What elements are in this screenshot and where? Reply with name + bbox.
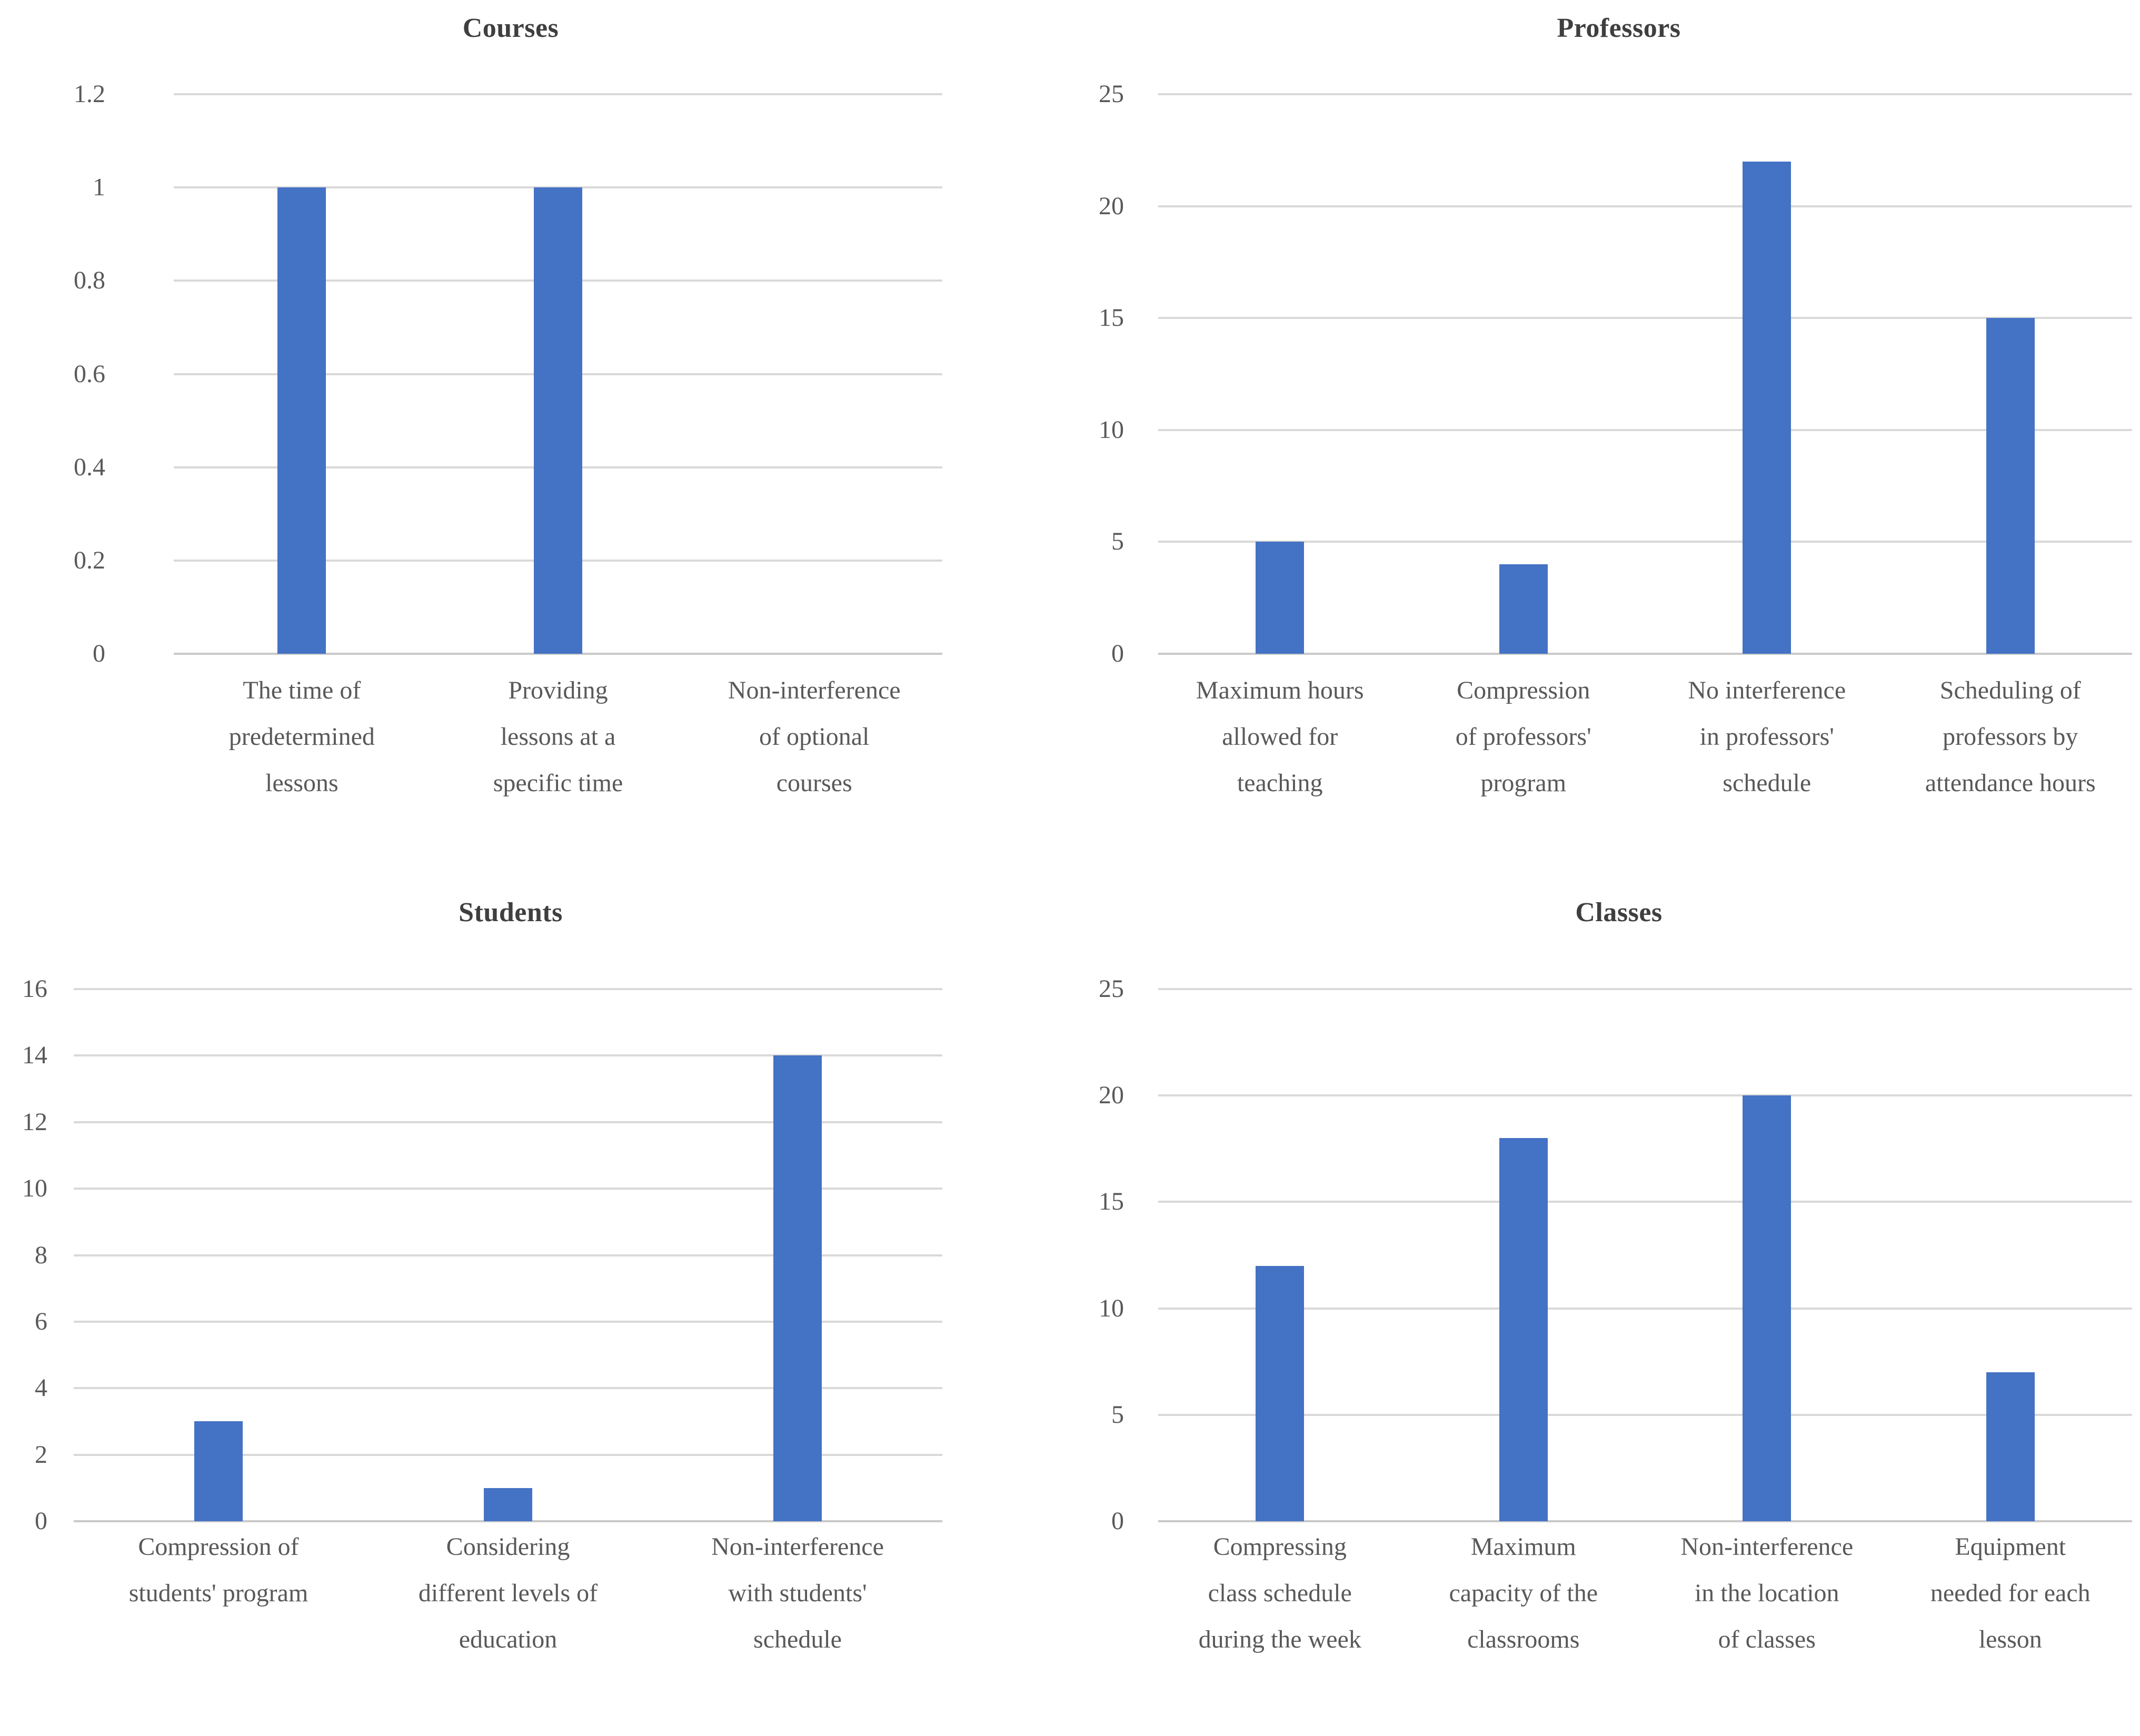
chart-classes: Classes 0 5 10 15 20 25 Compressing class sche…	[1098, 890, 2140, 1736]
y-axis-tick-label: 2	[35, 1441, 47, 1469]
y-axis-tick-label: 0	[1111, 1507, 1124, 1535]
gridline	[1158, 1414, 2132, 1416]
category-label: Non-interference of optional courses	[728, 676, 901, 797]
bar	[1743, 1095, 1791, 1521]
chart-students: Students 0 2 4 6 8 10 12 14 16 Compression of stu…	[16, 890, 1006, 1736]
gridline	[1158, 317, 2132, 319]
y-axis-tick-label: 4	[35, 1374, 47, 1402]
gridline	[1158, 541, 2132, 543]
y-axis-tick-label: 0.2	[74, 546, 105, 574]
chart-professors: Professors 0 5 10 15 20 25 Maximum hours allow…	[1098, 5, 2140, 837]
bar	[194, 1421, 243, 1521]
y-axis-tick-label: 25	[1099, 80, 1124, 108]
bar	[1499, 564, 1548, 654]
gridline	[1158, 1308, 2132, 1310]
gridline	[74, 1321, 942, 1323]
gridline	[74, 988, 942, 990]
plot-area	[1158, 988, 2132, 1522]
category-label: Non-interference with students' schedule	[711, 1533, 884, 1653]
y-axis-tick-label: 10	[1099, 1294, 1124, 1322]
y-axis-tick-label: 15	[1099, 1188, 1124, 1215]
category-label: Equipment needed for each lesson	[1930, 1533, 2091, 1653]
y-axis-tick-label: 0.4	[74, 453, 105, 481]
category-label: Considering different levels of educatio…	[418, 1533, 598, 1653]
x-axis-labels: Compressing class schedule during the we…	[1158, 1524, 2132, 1663]
chart-title: Classes	[1575, 897, 1663, 927]
gridline	[74, 1054, 942, 1056]
y-axis-tick-label: 20	[1099, 192, 1124, 220]
y-axis-tick-label: 12	[22, 1108, 47, 1136]
y-axis-tick-label: 0	[35, 1507, 47, 1535]
y-axis-tick-label: 6	[35, 1308, 47, 1335]
axis-baseline	[1158, 653, 2132, 655]
category-label: Providing lessons at a specific time	[493, 676, 623, 797]
axis-baseline	[74, 1520, 942, 1522]
gridline	[1158, 205, 2132, 207]
x-axis-labels: The time of predetermined lessons Providi…	[174, 667, 942, 806]
category-label: Maximum capacity of the classrooms	[1449, 1533, 1598, 1653]
y-axis-tick-label: 0	[1111, 640, 1124, 667]
y-axis-tick-label: 5	[1111, 1401, 1124, 1429]
category-label: Compressing class schedule during the we…	[1198, 1533, 1361, 1653]
gridline	[1158, 429, 2132, 431]
chart-title: Students	[459, 897, 563, 927]
bar	[1499, 1138, 1548, 1521]
gridline	[174, 93, 942, 95]
plot-area	[74, 988, 942, 1522]
bar	[534, 187, 582, 654]
chart-title: Courses	[462, 13, 559, 43]
gridline	[1158, 93, 2132, 95]
category-label: The time of predetermined lessons	[228, 676, 375, 797]
plot-area	[174, 93, 942, 655]
y-axis-tick-label: 15	[1099, 304, 1124, 332]
y-axis-tick-label: 5	[1111, 527, 1124, 555]
y-axis-tick-label: 8	[35, 1241, 47, 1269]
y-axis-tick-label: 0	[93, 640, 105, 667]
axis-baseline	[174, 653, 942, 655]
bar	[1256, 1266, 1304, 1521]
bar	[773, 1055, 822, 1521]
y-axis-tick-label: 14	[22, 1041, 47, 1069]
bar	[1256, 542, 1304, 654]
y-axis-tick-label: 1.2	[74, 80, 105, 108]
chart-courses: Courses 0 0.2 0.4 0.6 0.8 1 1.2 The time of pre…	[16, 5, 1006, 837]
category-label: Maximum hours allowed for teaching	[1196, 676, 1364, 797]
gridline	[1158, 988, 2132, 990]
chart-title: Professors	[1557, 13, 1681, 43]
y-axis-tick-label: 20	[1099, 1081, 1124, 1109]
gridline	[74, 1387, 942, 1389]
category-label: Scheduling of professors by attendance h…	[1925, 676, 2096, 797]
gridline	[74, 1188, 942, 1190]
bar	[1986, 1372, 2035, 1521]
gridline	[1158, 1094, 2132, 1096]
category-label: Compression of professors' program	[1455, 676, 1591, 797]
gridline	[1158, 1201, 2132, 1203]
x-axis-labels: Maximum hours allowed for teaching Compre…	[1158, 667, 2132, 806]
gridline	[74, 1254, 942, 1256]
category-label: Non-interference in the location of clas…	[1680, 1533, 1854, 1653]
y-axis-tick-label: 0.8	[74, 266, 105, 294]
y-axis-tick-label: 16	[22, 975, 47, 1003]
bar	[484, 1488, 532, 1521]
axis-baseline	[1158, 1520, 2132, 1522]
y-axis-tick-label: 10	[1099, 416, 1124, 444]
y-axis-tick-label: 1	[93, 173, 105, 201]
gridline	[74, 1121, 942, 1123]
category-label: No interference in professors' schedule	[1688, 676, 1846, 797]
plot-area	[1158, 93, 2132, 655]
x-axis-labels: Compression of students' program Consider…	[74, 1524, 942, 1663]
y-axis-tick-label: 25	[1099, 975, 1124, 1003]
bar	[1743, 162, 1791, 654]
y-axis-tick-label: 10	[22, 1174, 47, 1202]
y-axis-tick-label: 0.6	[74, 360, 105, 388]
category-label: Compression of students' program	[128, 1533, 308, 1607]
gridline	[74, 1454, 942, 1456]
bar	[1986, 318, 2035, 654]
bar	[277, 187, 326, 654]
